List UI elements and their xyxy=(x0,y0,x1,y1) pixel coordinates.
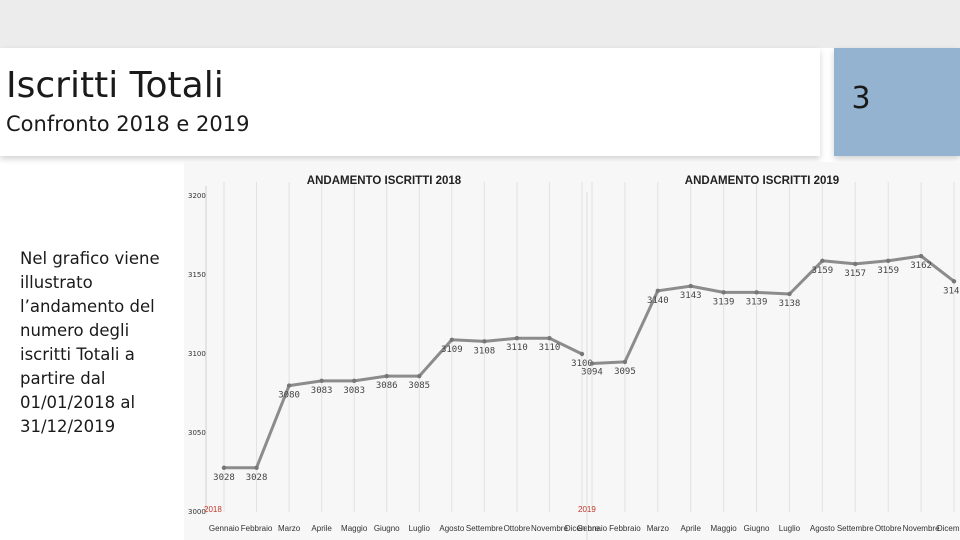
data-point xyxy=(820,258,825,263)
data-point xyxy=(286,383,292,388)
data-label: 3140 xyxy=(647,296,669,306)
data-point xyxy=(918,253,924,259)
data-label: 3028 xyxy=(213,473,235,483)
data-point xyxy=(351,378,357,384)
y-tick-label: 3150 xyxy=(188,271,206,279)
y-tick-label: 3050 xyxy=(188,429,206,437)
x-tick-label: Ottobre xyxy=(504,524,531,533)
data-point xyxy=(482,339,487,344)
data-label: 3146 xyxy=(943,286,960,296)
description-line: partire dal xyxy=(20,369,106,388)
data-label: 3109 xyxy=(441,345,463,355)
x-tick-label: Febbraio xyxy=(241,524,273,533)
data-label: 3157 xyxy=(844,269,866,279)
data-label: 3139 xyxy=(713,297,735,307)
description-line: Nel grafico viene xyxy=(20,249,160,268)
x-tick-label: Settembre xyxy=(837,524,874,533)
data-label: 3083 xyxy=(311,386,333,396)
x-tick-label: Ottobre xyxy=(875,524,902,533)
data-point xyxy=(384,373,389,379)
data-label: 3080 xyxy=(278,391,300,401)
x-tick-label: Novembre xyxy=(531,524,568,533)
data-point xyxy=(417,373,422,379)
data-point xyxy=(221,465,227,470)
top-band xyxy=(0,0,960,48)
x-tick-label: Febbraio xyxy=(609,524,641,533)
chart-title: ANDAMENTO ISCRITTI 2018 xyxy=(307,175,462,187)
x-tick-label: Giugno xyxy=(374,524,400,533)
series-line xyxy=(224,336,583,470)
data-label: 3110 xyxy=(539,343,561,353)
description-line: iscritti Totali a xyxy=(20,345,135,364)
x-tick-label: Luglio xyxy=(409,524,431,533)
data-label: 3159 xyxy=(812,266,834,276)
data-label: 3159 xyxy=(877,266,899,276)
chart-panel xyxy=(184,162,960,540)
x-tick-label: Gennaio xyxy=(577,524,608,533)
data-point xyxy=(514,336,520,341)
data-point xyxy=(547,336,552,341)
enrollment-line-chart: 3200 3150 3100 3050 3000 ANDAMENTO ISCRITTI 2… xyxy=(188,175,960,540)
x-tick-label: Aprile xyxy=(311,524,332,533)
description-line: numero degli xyxy=(20,321,130,340)
data-point xyxy=(853,261,858,267)
data-label: 3162 xyxy=(910,261,932,271)
data-label: 3139 xyxy=(746,297,768,307)
data-label: 3138 xyxy=(779,299,801,309)
description-line: l’andamento del xyxy=(20,297,155,316)
slide-title: Iscritti Totali xyxy=(6,65,224,106)
data-point xyxy=(688,283,693,289)
data-label: 3143 xyxy=(680,291,702,301)
data-point xyxy=(655,288,661,293)
x-tick-label: Giugno xyxy=(744,524,770,533)
description-line: 31/12/2019 xyxy=(20,417,116,436)
x-tick-label: Agosto xyxy=(439,524,464,533)
series-year-label: 2018 xyxy=(204,505,222,514)
data-point xyxy=(622,359,628,365)
y-tick-label: 3200 xyxy=(188,192,206,200)
x-tick-label: Luglio xyxy=(779,524,801,533)
x-tick-label: Maggio xyxy=(711,524,738,533)
data-point xyxy=(579,351,585,357)
data-point xyxy=(319,378,324,384)
x-tick-label: Novembre xyxy=(903,524,940,533)
data-label: 3094 xyxy=(581,367,603,377)
data-label: 3108 xyxy=(474,346,496,356)
x-tick-label: Maggio xyxy=(341,524,368,533)
data-label: 3083 xyxy=(343,386,365,396)
x-tick-label: Dicembre xyxy=(565,524,600,533)
data-point xyxy=(721,290,726,295)
x-tick-label: Aprile xyxy=(681,524,702,533)
x-tick-label: Gennaio xyxy=(209,524,240,533)
title-box xyxy=(0,48,820,156)
y-tick-label: 3000 xyxy=(188,508,206,516)
x-tick-label: Settembre xyxy=(466,524,503,533)
chart-title: ANDAMENTO ISCRITTI 2019 xyxy=(685,175,839,187)
description-line: 01/01/2018 al xyxy=(20,393,136,412)
data-point xyxy=(254,465,259,470)
x-tick-label: Marzo xyxy=(647,524,670,533)
page-number-box: 3 xyxy=(834,48,960,156)
data-label: 3085 xyxy=(408,381,430,391)
data-point xyxy=(449,337,455,342)
data-label: 3110 xyxy=(506,343,528,353)
x-tick-label: Agosto xyxy=(810,524,835,533)
data-point xyxy=(754,290,759,295)
x-tick-label: Dicembre xyxy=(937,524,960,533)
data-point xyxy=(885,258,891,263)
data-label: 3086 xyxy=(376,381,398,391)
data-point xyxy=(951,279,957,284)
data-point xyxy=(787,291,792,297)
y-tick-label: 3100 xyxy=(188,350,206,358)
data-label: 3100 xyxy=(571,359,593,369)
description-text: Nel grafico viene illustrato l’andamento… xyxy=(20,247,180,439)
page-number: 3 xyxy=(851,81,871,116)
series-line xyxy=(591,254,955,365)
data-label: 3095 xyxy=(614,367,636,377)
data-label: 3028 xyxy=(246,473,268,483)
slide-subtitle: Confronto 2018 e 2019 xyxy=(6,112,250,136)
x-tick-label: Marzo xyxy=(278,524,301,533)
description-line: illustrato xyxy=(20,273,93,292)
data-point xyxy=(589,361,595,366)
